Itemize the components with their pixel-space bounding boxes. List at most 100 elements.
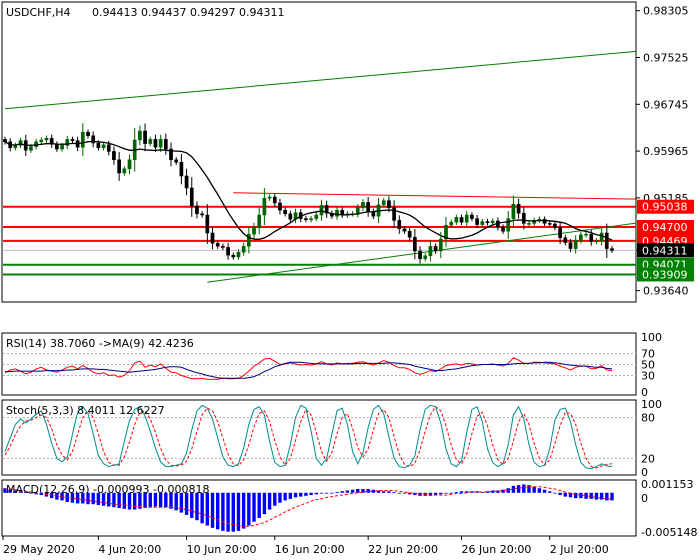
candles xyxy=(3,123,614,264)
macd-histogram-bar xyxy=(501,489,505,493)
level-label-box xyxy=(637,243,694,258)
macd-histogram-bar xyxy=(548,491,552,493)
time-tick-label: 16 Jun 20:00 xyxy=(275,543,345,556)
macd-label: MACD(12,26,9) -0.000993 -0.000818 xyxy=(6,483,209,496)
rsi-label: RSI(14) 38.7060 ->MA(9) 42.4236 xyxy=(6,337,194,350)
bear-candle-body xyxy=(553,223,557,228)
rsi-panel: RSI(14) 38.7060 ->MA(9) 42.4236 100 70503… xyxy=(1,331,662,399)
macd-histogram-bar xyxy=(143,492,147,509)
horizontal-levels xyxy=(3,205,636,276)
bull-candle-body xyxy=(148,139,153,144)
macd-histogram-bar xyxy=(433,492,438,496)
bear-candle-body xyxy=(501,226,505,232)
macd-histogram-bar xyxy=(179,492,184,513)
macd-histogram-bar xyxy=(133,492,137,510)
macd-histogram-bar xyxy=(345,490,350,493)
macd-histogram-bar xyxy=(340,491,344,493)
bear-candle-body xyxy=(475,218,479,225)
level-label-text: 0.93909 xyxy=(642,268,688,281)
bull-candle-body xyxy=(335,209,339,217)
bull-candle-body xyxy=(490,220,495,224)
macd-histogram-bar xyxy=(241,492,246,529)
macd-histogram-bar xyxy=(267,492,272,510)
bear-candle-body xyxy=(278,202,282,211)
macd-histogram-bar xyxy=(34,492,38,495)
bear-candle-body xyxy=(433,245,438,252)
bull-candle-body xyxy=(579,234,583,241)
bear-candle-body xyxy=(86,131,90,137)
moving-average-line xyxy=(4,140,613,241)
macd-histogram-bar xyxy=(13,490,18,493)
bear-candle-body xyxy=(106,144,111,152)
bull-candle-body xyxy=(423,255,428,260)
bull-candle-body xyxy=(480,221,485,225)
bull-candle-body xyxy=(257,214,262,228)
bull-candle-body xyxy=(101,144,106,149)
time-tick-label: 4 Jun 20:00 xyxy=(98,543,161,556)
bull-candle-body xyxy=(241,245,246,253)
stochastic-label: Stoch(5,3,3) 8.4011 12.6227 xyxy=(6,404,165,417)
macd-histogram-bar xyxy=(506,488,510,493)
macd-histogram-bar xyxy=(148,492,152,508)
macd-histogram-bar xyxy=(200,492,204,524)
bear-candle-body xyxy=(563,237,568,243)
price-tick-label: 0.93640 xyxy=(643,285,689,298)
macd-histogram-bar xyxy=(397,492,401,494)
bear-candle-body xyxy=(205,214,210,234)
bear-candle-body xyxy=(70,139,75,141)
macd-histogram-bar xyxy=(532,486,536,493)
bear-candle-body xyxy=(96,142,101,149)
macd-histogram-bar xyxy=(314,492,318,495)
macd-histogram-bar xyxy=(589,492,593,499)
bear-candle-body xyxy=(521,212,526,224)
macd-histogram-bar xyxy=(568,492,573,498)
macd-histogram-bar xyxy=(382,491,386,493)
macd-histogram-bar xyxy=(18,491,23,493)
bear-candle-body xyxy=(589,233,594,242)
bear-candle-body xyxy=(418,250,422,260)
bull-candle-body xyxy=(319,205,324,216)
macd-histogram-bar xyxy=(428,492,433,496)
bull-candle-body xyxy=(444,224,448,240)
macd-histogram-bar xyxy=(511,485,516,493)
bull-candle-body xyxy=(158,139,163,148)
macd-histogram-bar xyxy=(330,492,334,494)
bear-candle-body xyxy=(210,232,215,244)
macd-histogram-bar xyxy=(563,492,568,497)
macd-signal-line xyxy=(5,486,612,527)
bear-candle-body xyxy=(397,220,402,230)
bear-candle-body xyxy=(604,232,609,249)
price-panel: USDCHF,H4 0.94413 0.94437 0.94297 0.9431… xyxy=(1,1,694,303)
stochastic-tick-label: 0 xyxy=(641,466,648,479)
stochastic-guides xyxy=(3,417,636,459)
macd-histogram-bar xyxy=(573,492,578,499)
bull-candle-body xyxy=(309,218,313,221)
time-tick-label: 29 May 2020 xyxy=(3,543,75,556)
level-label-text: 0.94700 xyxy=(642,221,688,234)
macd-histogram-bar xyxy=(309,492,313,496)
macd-histogram-bar xyxy=(475,491,479,493)
macd-histogram-bar xyxy=(490,490,495,493)
macd-histogram-bar xyxy=(205,492,210,526)
bull-candle-body xyxy=(44,137,49,141)
time-tick-label: 22 Jun 20:00 xyxy=(368,543,438,556)
bear-candle-body xyxy=(3,139,7,143)
bear-candle-body xyxy=(231,254,236,258)
bear-candle-body xyxy=(283,209,288,215)
macd-histogram-bar xyxy=(210,492,215,528)
bear-candle-body xyxy=(215,242,220,247)
bear-candle-body xyxy=(55,143,59,150)
macd-histogram-bar xyxy=(350,489,355,493)
bull-candle-body xyxy=(599,232,604,242)
bull-candle-body xyxy=(314,214,319,219)
bull-candle-body xyxy=(80,131,85,148)
bear-candle-body xyxy=(179,161,184,177)
macd-histogram-bar xyxy=(112,492,116,508)
channel-top-line xyxy=(233,192,637,200)
macd-histogram-bar xyxy=(216,492,220,530)
bull-candle-body xyxy=(573,239,578,249)
bull-candle-body xyxy=(361,202,365,209)
bear-candle-body xyxy=(117,159,121,174)
ohlc-readout: 0.94413 0.94437 0.94297 0.94311 xyxy=(92,6,284,19)
